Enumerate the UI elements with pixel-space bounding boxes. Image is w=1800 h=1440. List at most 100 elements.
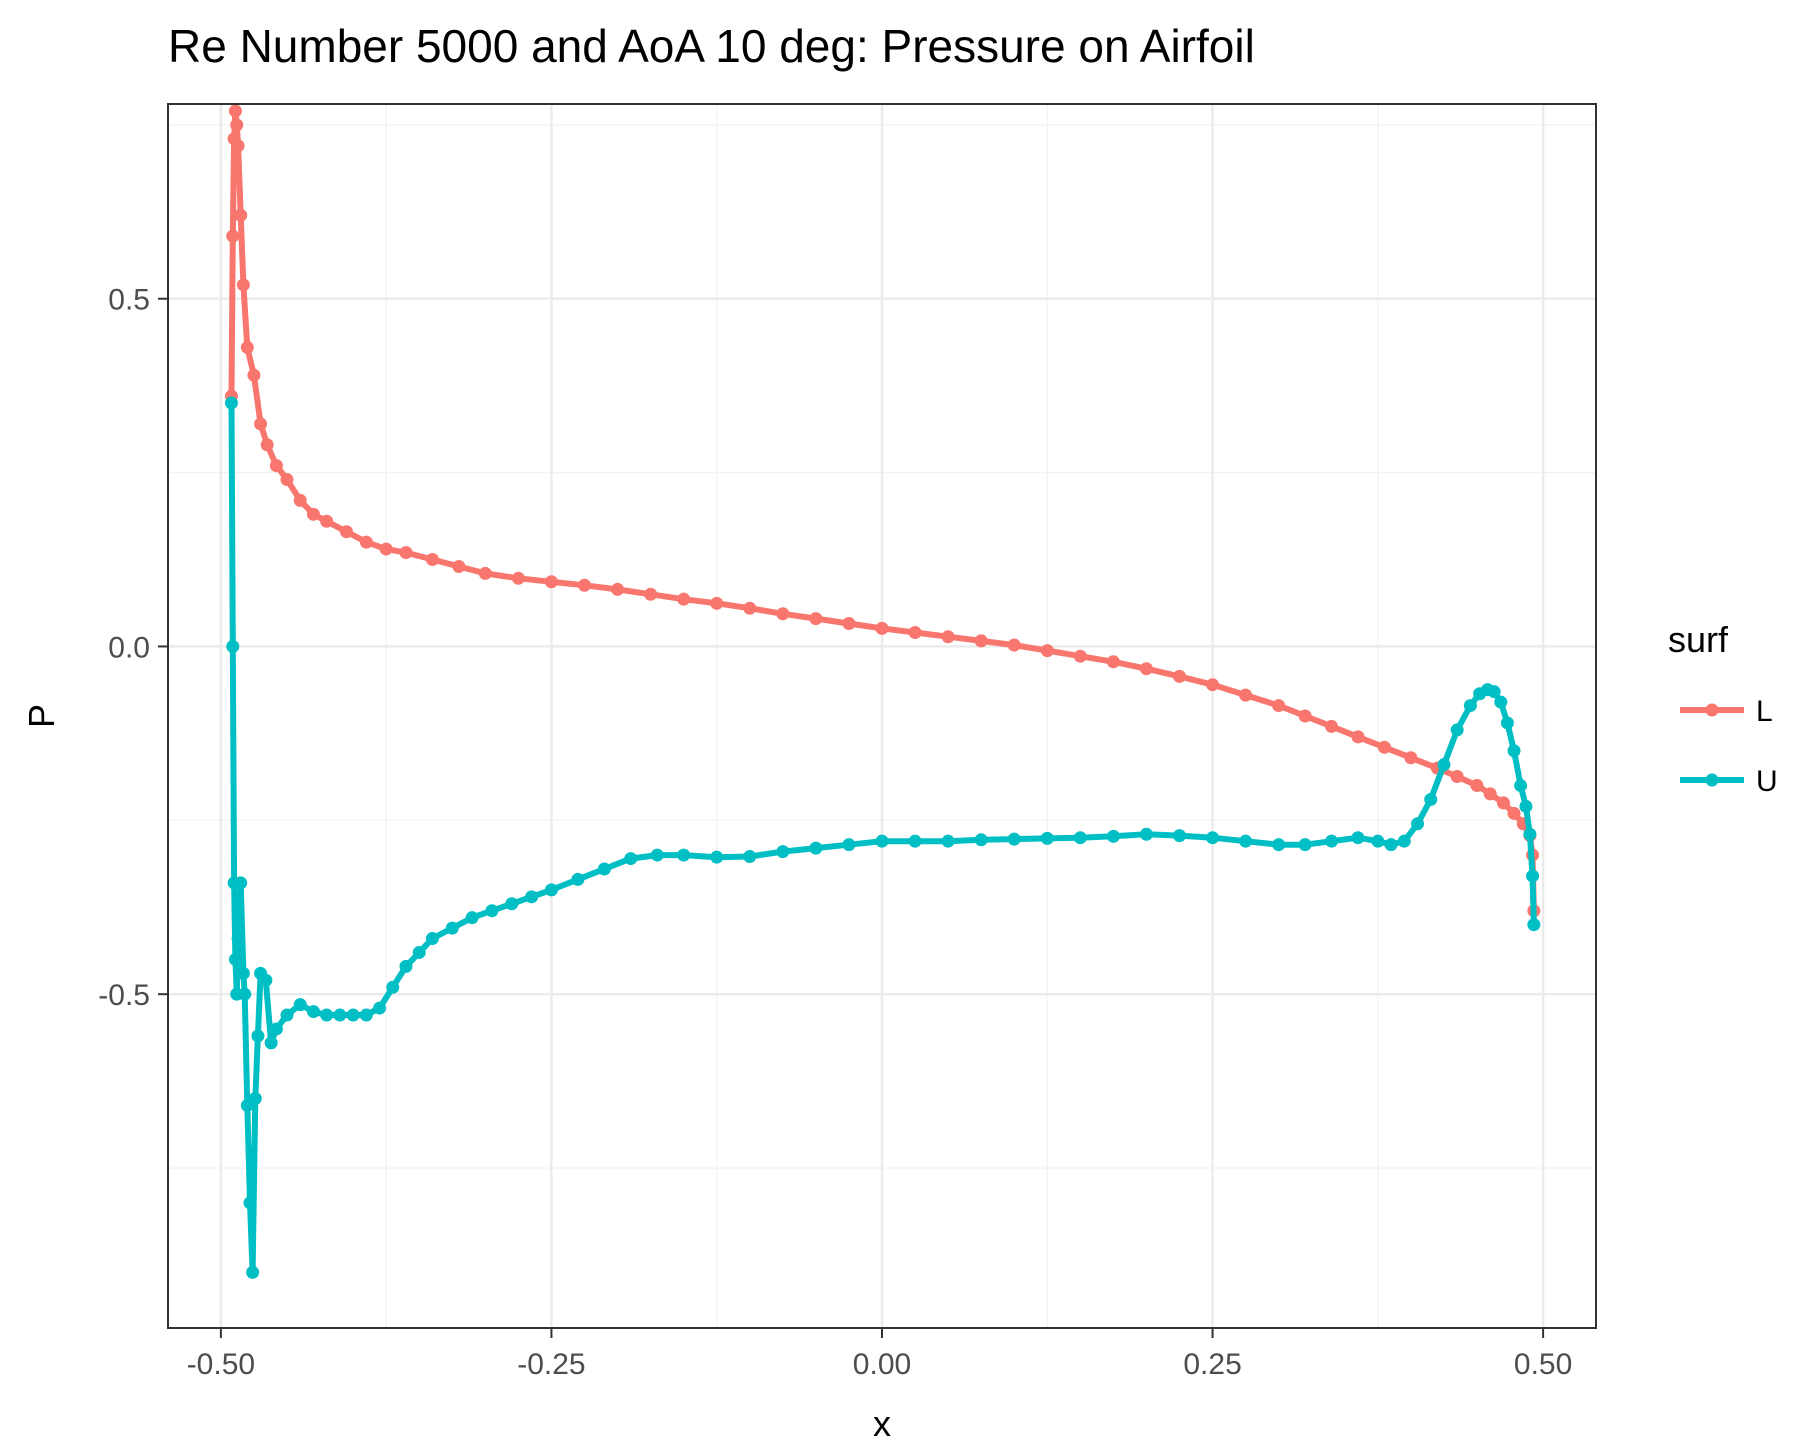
data-point-U [259, 973, 273, 987]
data-point-U [908, 834, 922, 848]
data-point-U [236, 966, 250, 980]
data-point-L [234, 208, 248, 222]
data-point-U [465, 911, 479, 925]
data-point-U [306, 1005, 320, 1019]
data-point-U [320, 1008, 334, 1022]
data-point-U [248, 1092, 262, 1105]
data-point-U [1139, 827, 1153, 841]
data-point-U [941, 834, 955, 848]
x-tick-label: 0.00 [853, 1348, 911, 1381]
data-point-U [1527, 918, 1541, 932]
x-tick-label: 0.50 [1514, 1348, 1572, 1381]
data-point-L [776, 607, 790, 621]
legend-title: surf [1668, 619, 1729, 660]
legend-label: L [1756, 695, 1773, 728]
data-point-L [611, 582, 625, 596]
data-point-L [306, 507, 320, 521]
legend-label: U [1756, 765, 1778, 798]
data-point-U [1040, 831, 1054, 845]
legend-key-point [1705, 703, 1719, 717]
grid-lines [168, 104, 1596, 1328]
data-point-U [412, 945, 426, 959]
data-point-L [1496, 796, 1510, 810]
data-point-L [644, 587, 658, 601]
data-point-U [359, 1008, 373, 1022]
data-point-U [1494, 695, 1508, 709]
data-point-U [525, 890, 539, 904]
data-point-L [236, 278, 250, 292]
data-point-L [399, 546, 413, 560]
data-point-U [677, 848, 691, 862]
x-tick-label: 0.25 [1183, 1348, 1241, 1381]
legend-item-U: U [1680, 765, 1778, 798]
data-point-L [1377, 740, 1391, 754]
data-point-U [293, 998, 307, 1012]
data-point-L [1404, 751, 1418, 765]
data-point-U [1173, 829, 1186, 843]
data-point-L [743, 601, 757, 615]
data-point-L [260, 438, 274, 452]
data-point-L [452, 559, 466, 573]
data-point-U [875, 834, 889, 848]
data-point-L [1450, 770, 1464, 784]
data-point-L [280, 473, 294, 487]
data-point-U [1523, 827, 1537, 841]
data-point-U [243, 1196, 257, 1210]
data-point-U [1424, 792, 1438, 806]
data-point-L [320, 514, 334, 528]
data-point-U [1450, 723, 1464, 737]
legend-item-L: L [1680, 695, 1773, 728]
data-point-U [571, 872, 585, 886]
data-point-U [1239, 834, 1253, 848]
data-point-L [809, 612, 823, 626]
data-point-U [1514, 779, 1528, 793]
data-point-L [908, 626, 922, 640]
data-point-L [941, 630, 955, 644]
data-point-U [1507, 744, 1521, 758]
data-point-U [399, 959, 413, 973]
data-point-U [710, 850, 724, 864]
data-point-L [511, 571, 525, 585]
data-point-U [544, 883, 558, 897]
data-point-L [1470, 779, 1484, 793]
x-tick-label: -0.25 [517, 1348, 585, 1381]
data-point-U [1437, 758, 1451, 772]
data-point-L [1325, 719, 1339, 733]
data-point-U [809, 841, 823, 855]
data-point-L [974, 634, 988, 648]
legend-items: LU [1680, 695, 1778, 798]
data-point-U [1463, 699, 1477, 713]
data-point-L [340, 525, 353, 539]
data-point-L [677, 592, 691, 606]
x-axis-title: x [873, 1403, 891, 1440]
data-point-U [280, 1008, 294, 1022]
y-tick-label: 0.0 [108, 631, 150, 664]
data-point-L [578, 578, 591, 592]
data-point-L [269, 459, 283, 473]
y-axis-title: P [21, 704, 62, 728]
data-point-L [226, 229, 240, 243]
data-point-U [333, 1008, 347, 1022]
data-point-L [425, 553, 439, 567]
series-U [224, 396, 1541, 1279]
data-point-U [842, 838, 856, 852]
data-point-L [1139, 662, 1153, 676]
data-point-U [1487, 685, 1501, 699]
data-point-U [224, 396, 238, 410]
y-tick-label: -0.5 [98, 979, 150, 1012]
data-point-L [1483, 787, 1497, 801]
data-point-U [251, 1029, 265, 1043]
data-point-U [1384, 838, 1398, 852]
data-point-U [505, 897, 519, 911]
data-point-L [1298, 709, 1312, 723]
legend: surf LU [1668, 619, 1778, 798]
y-tick-label: 0.5 [108, 284, 150, 317]
data-point-U [597, 862, 611, 876]
data-point-U [1106, 829, 1120, 843]
data-point-L [247, 368, 261, 382]
data-point-U [425, 932, 439, 946]
data-point-U [974, 833, 988, 847]
data-point-U [624, 852, 638, 866]
data-point-L [1073, 649, 1087, 663]
